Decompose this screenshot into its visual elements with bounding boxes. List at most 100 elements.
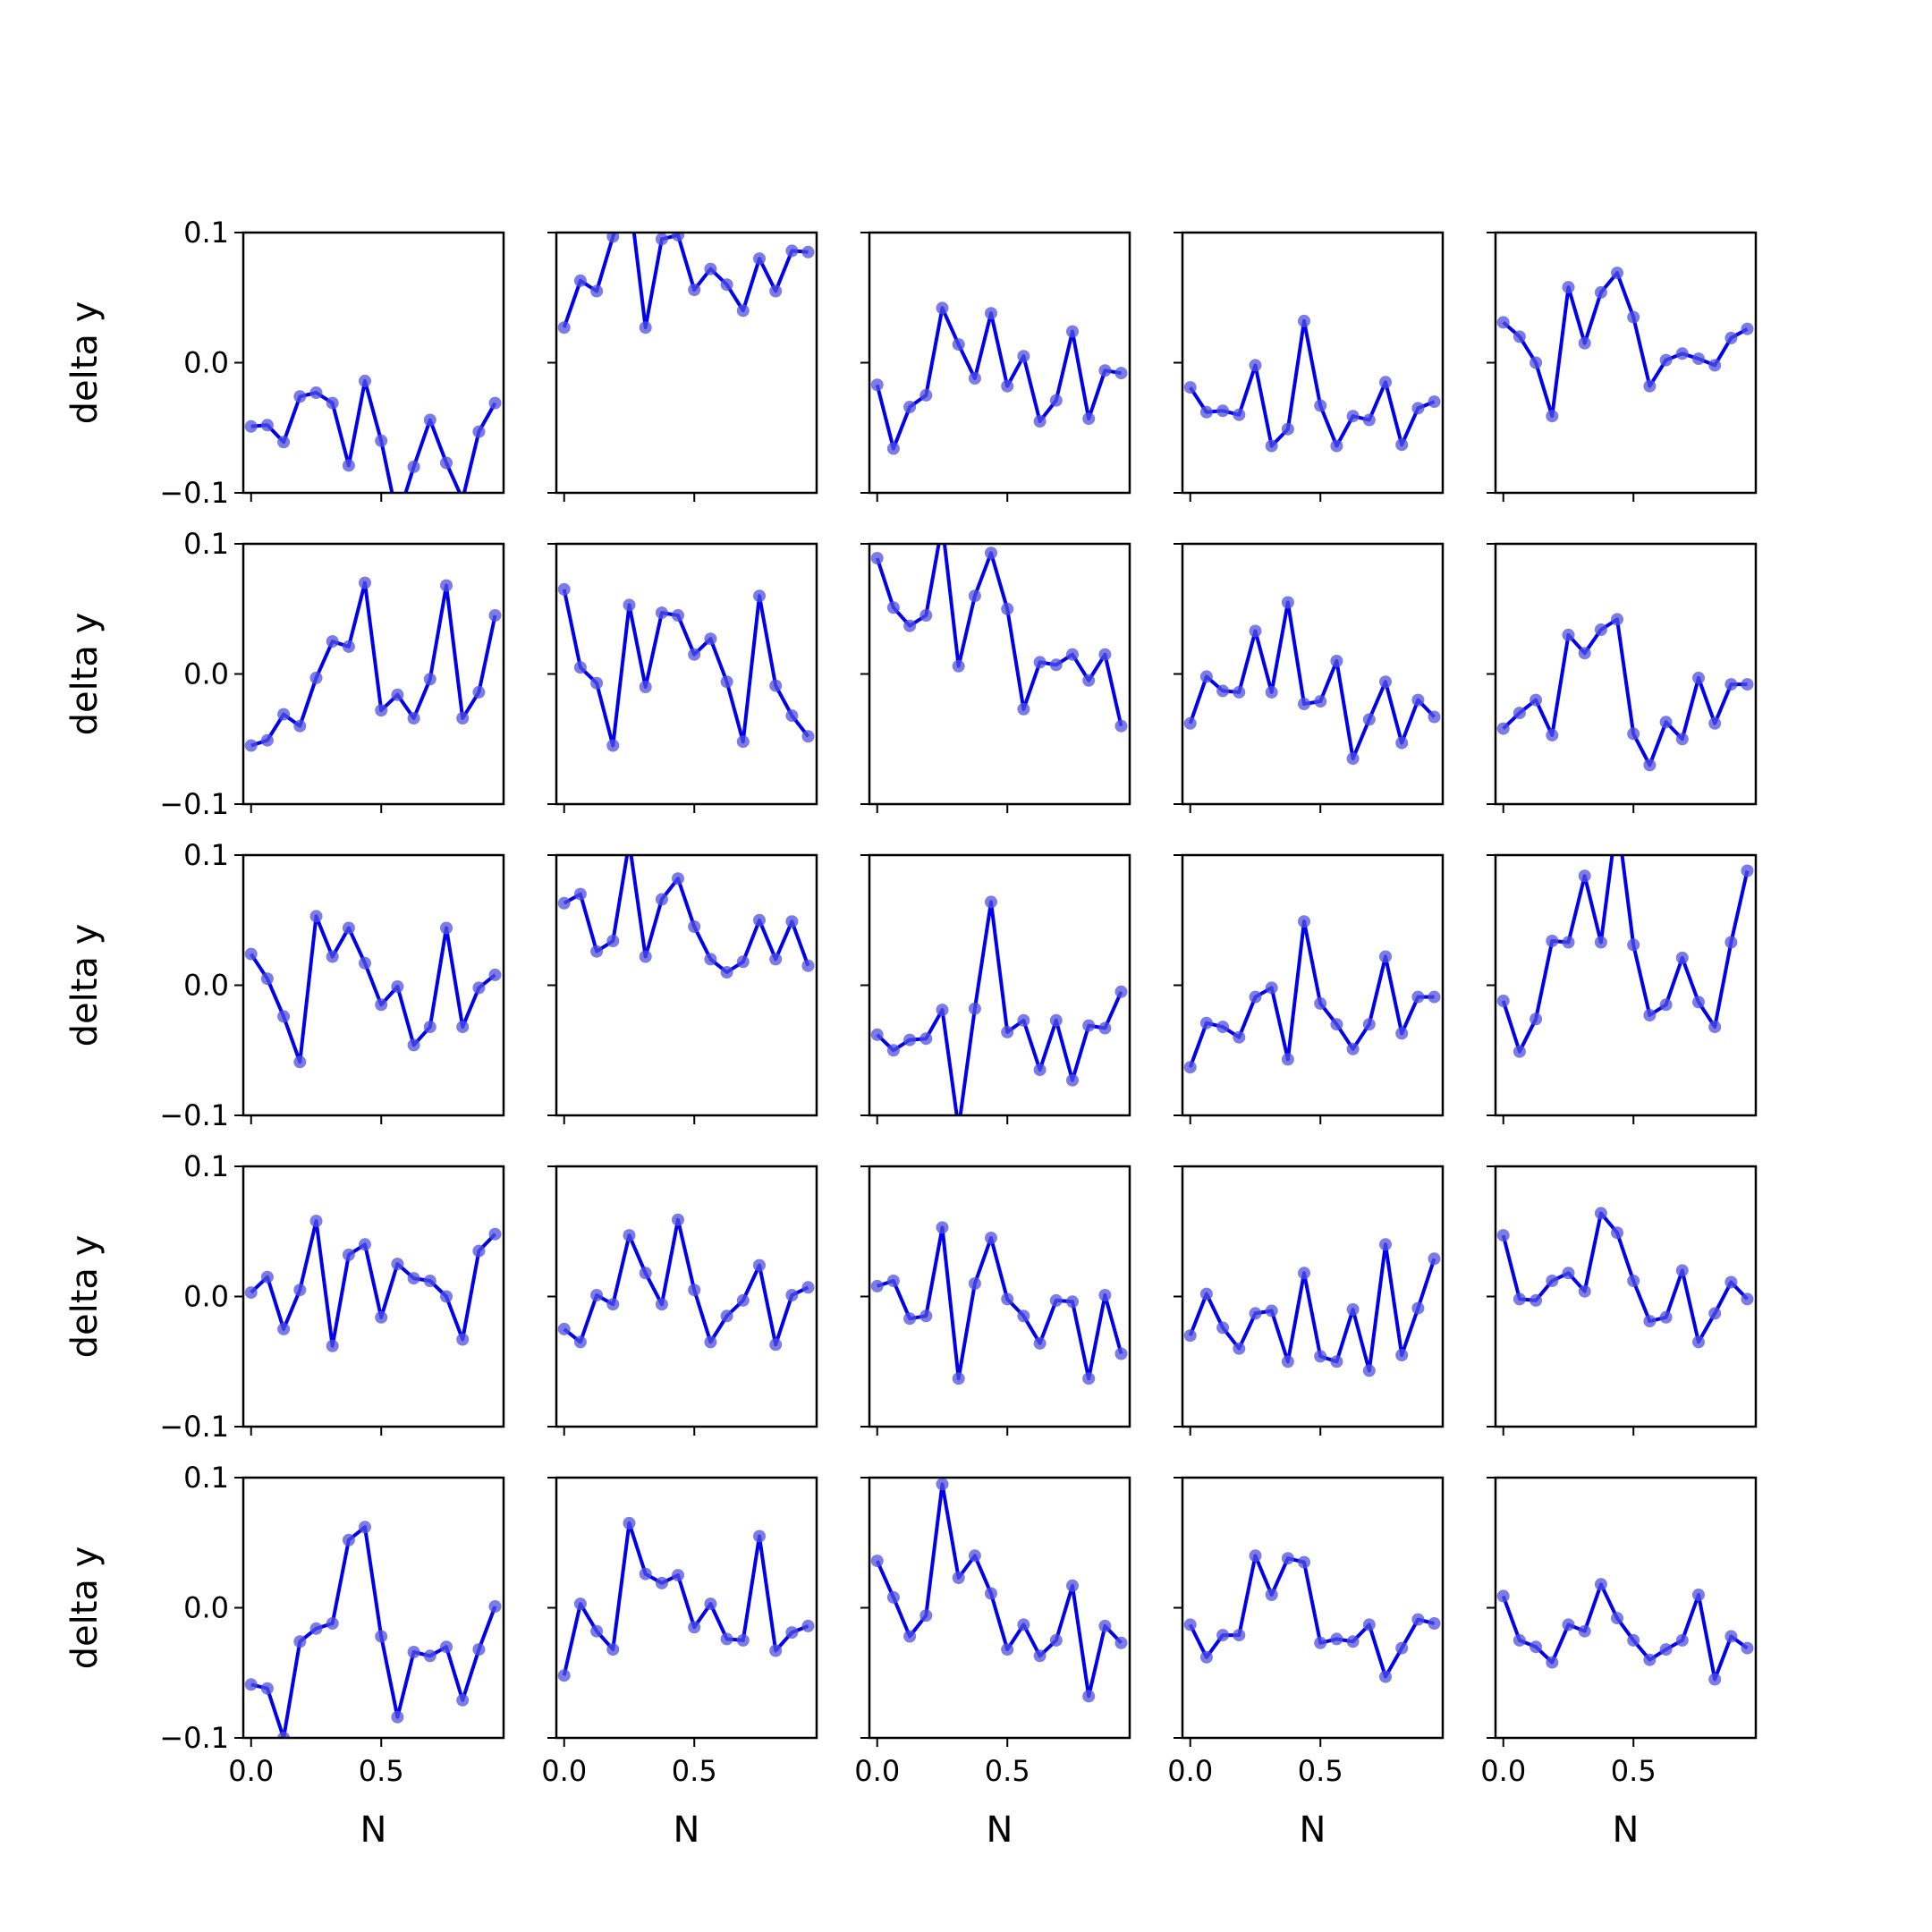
data-point (1033, 1649, 1046, 1663)
data-point (1546, 728, 1559, 741)
data-point (936, 1478, 949, 1491)
data-point (1530, 1013, 1543, 1026)
data-point (1281, 596, 1294, 609)
data-point (1562, 1618, 1575, 1631)
data-point (1346, 410, 1360, 423)
data-point (590, 284, 604, 298)
data-point (557, 896, 571, 910)
data-point (936, 301, 949, 315)
data-point (952, 1572, 965, 1584)
data-point (1183, 1618, 1197, 1631)
data-point (606, 233, 620, 243)
x-axis-label: N (1613, 1809, 1640, 1851)
subplot-3-3 (860, 853, 1131, 1124)
data-point (1741, 322, 1754, 335)
data-point (655, 606, 668, 620)
data-point (1298, 698, 1310, 710)
data-point (326, 396, 339, 410)
data-point (1330, 439, 1343, 453)
data-point (886, 442, 900, 455)
data-point (557, 582, 571, 596)
data-point (1049, 658, 1063, 672)
data-point (1627, 310, 1640, 324)
data-point (1692, 1589, 1705, 1601)
data-point (801, 1281, 815, 1294)
data-point (1001, 379, 1014, 393)
data-point (1249, 1307, 1262, 1320)
data-point (655, 893, 668, 906)
data-point (1411, 1613, 1425, 1626)
data-point (1675, 1264, 1689, 1277)
data-point (1675, 733, 1689, 746)
series (557, 187, 815, 335)
series (1496, 613, 1754, 772)
data-point (1578, 1284, 1591, 1298)
data-point (1611, 1226, 1623, 1240)
data-point (1082, 1372, 1096, 1385)
subplot-1-3 (860, 231, 1131, 502)
data-point (1594, 936, 1607, 949)
data-point (456, 1693, 470, 1707)
data-point (1281, 1053, 1294, 1066)
data-point (1395, 1027, 1409, 1040)
data-point (1049, 394, 1063, 407)
data-point (375, 704, 388, 717)
data-point (440, 579, 453, 592)
data-point (1314, 1350, 1327, 1363)
series (1183, 1549, 1441, 1683)
data-point (1033, 415, 1046, 428)
series-line (250, 1219, 496, 1348)
data-point (326, 1339, 339, 1352)
subplot-4-1: −0.1 0.0 0.1 delta y (64, 1149, 505, 1444)
y-axis-label: delta y (64, 301, 106, 425)
data-point (1513, 1045, 1526, 1058)
x-tick-label: 0.0 (1480, 1754, 1526, 1788)
data-point (456, 712, 470, 724)
data-point (1049, 1633, 1063, 1647)
series (557, 855, 815, 979)
series-line (1188, 1242, 1436, 1373)
data-point (244, 1286, 258, 1300)
subplot-4-5 (1487, 1165, 1758, 1436)
data-point (309, 671, 323, 684)
data-point (342, 640, 355, 653)
data-point (1611, 267, 1623, 280)
data-point (472, 1244, 486, 1258)
data-point (1114, 1636, 1128, 1649)
data-point (870, 1028, 884, 1041)
data-point (1659, 1310, 1673, 1324)
data-point (1530, 356, 1543, 369)
data-point (1330, 1632, 1343, 1646)
data-point (309, 1622, 323, 1635)
data-point (968, 1549, 981, 1563)
data-point (1627, 938, 1640, 952)
data-point (985, 547, 997, 560)
data-point (736, 1293, 750, 1307)
series (244, 910, 502, 1069)
data-point (1249, 624, 1262, 638)
data-point (1314, 996, 1327, 1010)
data-point (1216, 1021, 1230, 1034)
data-point (359, 1521, 371, 1534)
data-point (488, 968, 502, 981)
data-point (1496, 316, 1510, 329)
data-point (1346, 752, 1360, 766)
data-point (1562, 628, 1575, 641)
data-point (785, 1289, 799, 1301)
x-tick-label: 0.5 (672, 1754, 717, 1788)
data-point (1411, 1301, 1425, 1315)
data-point (309, 910, 323, 923)
data-point (1216, 1321, 1230, 1335)
x-tick-label: 0.5 (985, 1754, 1030, 1788)
data-point (1643, 379, 1657, 393)
data-point (326, 635, 339, 648)
data-point (1411, 402, 1425, 415)
axes-frame (868, 231, 1131, 495)
data-point (1049, 1293, 1063, 1307)
data-point (936, 1221, 949, 1234)
data-point (1594, 285, 1607, 299)
data-point (623, 187, 636, 199)
data-point (1530, 1293, 1543, 1307)
data-point (407, 1646, 420, 1658)
